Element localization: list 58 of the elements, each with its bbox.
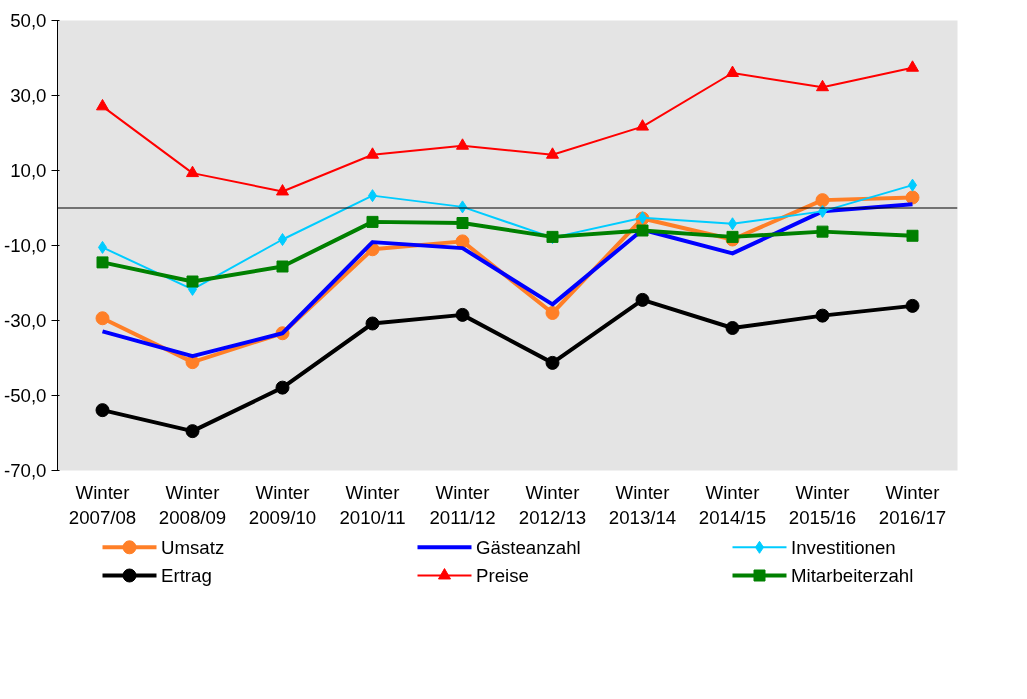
y-tick-label: -70,0 [3,460,47,481]
point [905,190,920,205]
legend-label: Preise [476,565,529,586]
x-tick-label: Winter 2016/17 [878,481,947,528]
point [186,165,199,178]
point [816,79,829,92]
x-tick-label: Winter 2008/09 [158,481,227,528]
point [636,224,649,237]
x-tick-label: Winter 2007/08 [68,481,137,528]
point [545,355,560,370]
point [816,225,829,238]
y-tick-label: -50,0 [3,385,47,406]
point [276,184,289,196]
x-tick-label: Winter 2014/15 [698,481,767,528]
point [546,147,559,159]
y-tick-label: -30,0 [3,310,47,331]
x-tick-label: Winter 2010/11 [339,481,406,528]
point [455,307,470,322]
point [635,292,650,307]
legend-label: Investitionen [791,536,896,558]
point [366,215,379,228]
point [906,60,919,72]
point [545,306,560,320]
point [185,424,200,439]
point [906,229,919,242]
legend-label: Umsatz [161,536,225,558]
point [726,65,739,77]
y-tick-label: 10,0 [10,160,47,181]
point [95,403,110,418]
point [276,260,289,273]
y-tick-label: 50,0 [10,10,47,31]
point [636,119,649,131]
point [96,256,109,269]
point [725,321,740,335]
point [185,355,200,370]
point [815,308,830,323]
point [905,298,920,313]
legend-label: Gästeanzahl [476,536,581,558]
x-tick-label: Winter 2011/12 [429,481,496,528]
point [726,230,739,243]
y-tick-label: 30,0 [10,85,47,106]
legend-label: Ertrag [161,565,212,586]
legend-label: Mitarbeiterzahl [791,565,914,586]
x-tick-label: Winter 2015/16 [788,481,857,528]
point [456,217,469,229]
y-tick-label: -10,0 [3,235,47,256]
point [366,147,379,159]
point [275,380,290,395]
x-tick-label: Winter 2012/13 [518,481,587,528]
point [455,234,470,249]
point [456,138,469,150]
x-tick-label: Winter 2013/14 [608,481,677,528]
x-tick-label: Winter 2009/10 [248,481,317,528]
point [186,275,199,288]
point [95,311,110,326]
point [365,316,380,331]
point [96,98,109,111]
point [815,193,830,208]
